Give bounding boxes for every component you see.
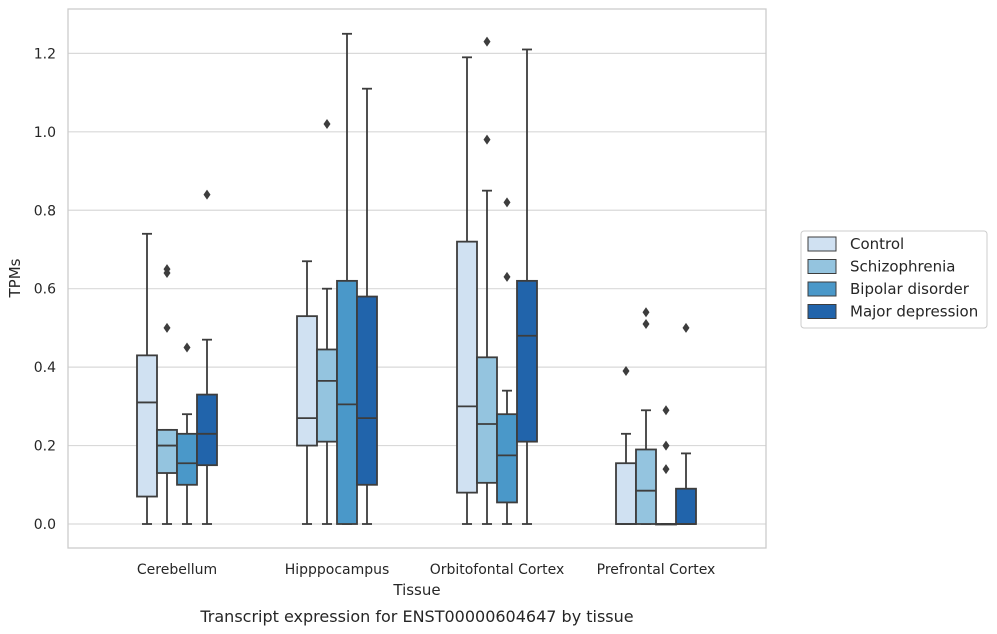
box-2-0 xyxy=(176,342,198,525)
y-tick-label: 0.4 xyxy=(34,360,56,376)
outlier-point xyxy=(323,118,331,129)
legend-entry: Control xyxy=(850,235,904,253)
outlier-point xyxy=(203,189,211,200)
box-body xyxy=(476,356,498,484)
outlier-point xyxy=(662,464,670,475)
outlier-point xyxy=(662,405,670,416)
outlier-point xyxy=(483,134,491,145)
box-body xyxy=(156,428,178,474)
x-tick-label: Hipppocampus xyxy=(285,562,390,578)
box-3-2 xyxy=(516,48,538,525)
box-1-1 xyxy=(316,118,338,525)
box-0-0 xyxy=(136,232,158,525)
plot-frame xyxy=(67,8,767,549)
legend: Control Schizophrenia Bipolar disorder Majo… xyxy=(800,230,988,329)
x-tick-label: Prefrontal Cortex xyxy=(597,562,716,578)
y-tick-labels: 0.0 0.2 0.4 0.6 0.8 1.0 1.2 xyxy=(34,46,56,533)
box-body xyxy=(196,393,218,467)
x-axis-label: Tissue xyxy=(392,581,440,599)
box-0-1 xyxy=(296,260,318,525)
outlier-point xyxy=(642,307,650,318)
box-body xyxy=(176,432,198,486)
outlier-point xyxy=(682,322,690,333)
box-body xyxy=(336,279,358,525)
box-3-0 xyxy=(196,189,218,525)
legend-swatch xyxy=(807,304,837,319)
y-tick-label: 0.6 xyxy=(34,282,56,298)
box-body xyxy=(675,487,697,525)
box-3-3 xyxy=(675,322,697,525)
box-0-3 xyxy=(615,366,637,525)
outlier-point xyxy=(163,322,171,333)
legend-swatch xyxy=(807,259,837,274)
legend-entry: Major depression xyxy=(850,303,978,321)
box-body xyxy=(136,354,158,498)
box-body xyxy=(456,240,478,494)
box-1-3 xyxy=(635,307,657,525)
box-body xyxy=(296,315,318,447)
outlier-point xyxy=(503,197,511,208)
y-tick-label: 1.2 xyxy=(34,46,56,62)
box-0-2 xyxy=(456,56,478,525)
box-2-3 xyxy=(655,405,677,526)
outlier-point xyxy=(483,36,491,47)
legend-entry: Schizophrenia xyxy=(850,258,955,276)
box-body xyxy=(316,348,338,443)
y-tick-label: 0.8 xyxy=(34,203,56,219)
x-tick-label: Cerebellum xyxy=(137,562,217,578)
outlier-point xyxy=(662,440,670,451)
chart-caption: Transcript expression for ENST0000060464… xyxy=(199,607,633,626)
x-tick-label: Orbitofontal Cortex xyxy=(430,562,565,578)
box-body xyxy=(496,413,518,504)
legend-entry: Bipolar disorder xyxy=(850,280,970,298)
box-1-0 xyxy=(156,264,178,525)
legend-swatch xyxy=(807,281,837,297)
outlier-point xyxy=(163,264,171,275)
y-axis-label: TPMs xyxy=(6,258,24,298)
box-2-1 xyxy=(336,32,358,525)
outlier-point xyxy=(183,342,191,353)
box-body xyxy=(615,462,637,525)
legend-swatch xyxy=(807,236,837,252)
box-body xyxy=(356,295,378,486)
box-body xyxy=(635,448,657,525)
x-tick-labels: Cerebellum Hipppocampus Orbitofontal Corte… xyxy=(137,562,715,578)
legend-frame xyxy=(800,230,988,329)
box-3-1 xyxy=(356,87,378,525)
outlier-point xyxy=(503,271,511,282)
outlier-point xyxy=(642,318,650,329)
y-tick-label: 0.0 xyxy=(34,517,56,533)
box-body xyxy=(516,279,538,443)
outlier-point xyxy=(622,366,630,377)
y-tick-label: 1.0 xyxy=(34,125,56,141)
box-2-2 xyxy=(496,197,518,525)
box-1-2 xyxy=(476,36,498,525)
boxes xyxy=(136,32,697,526)
y-tick-label: 0.2 xyxy=(34,439,56,455)
